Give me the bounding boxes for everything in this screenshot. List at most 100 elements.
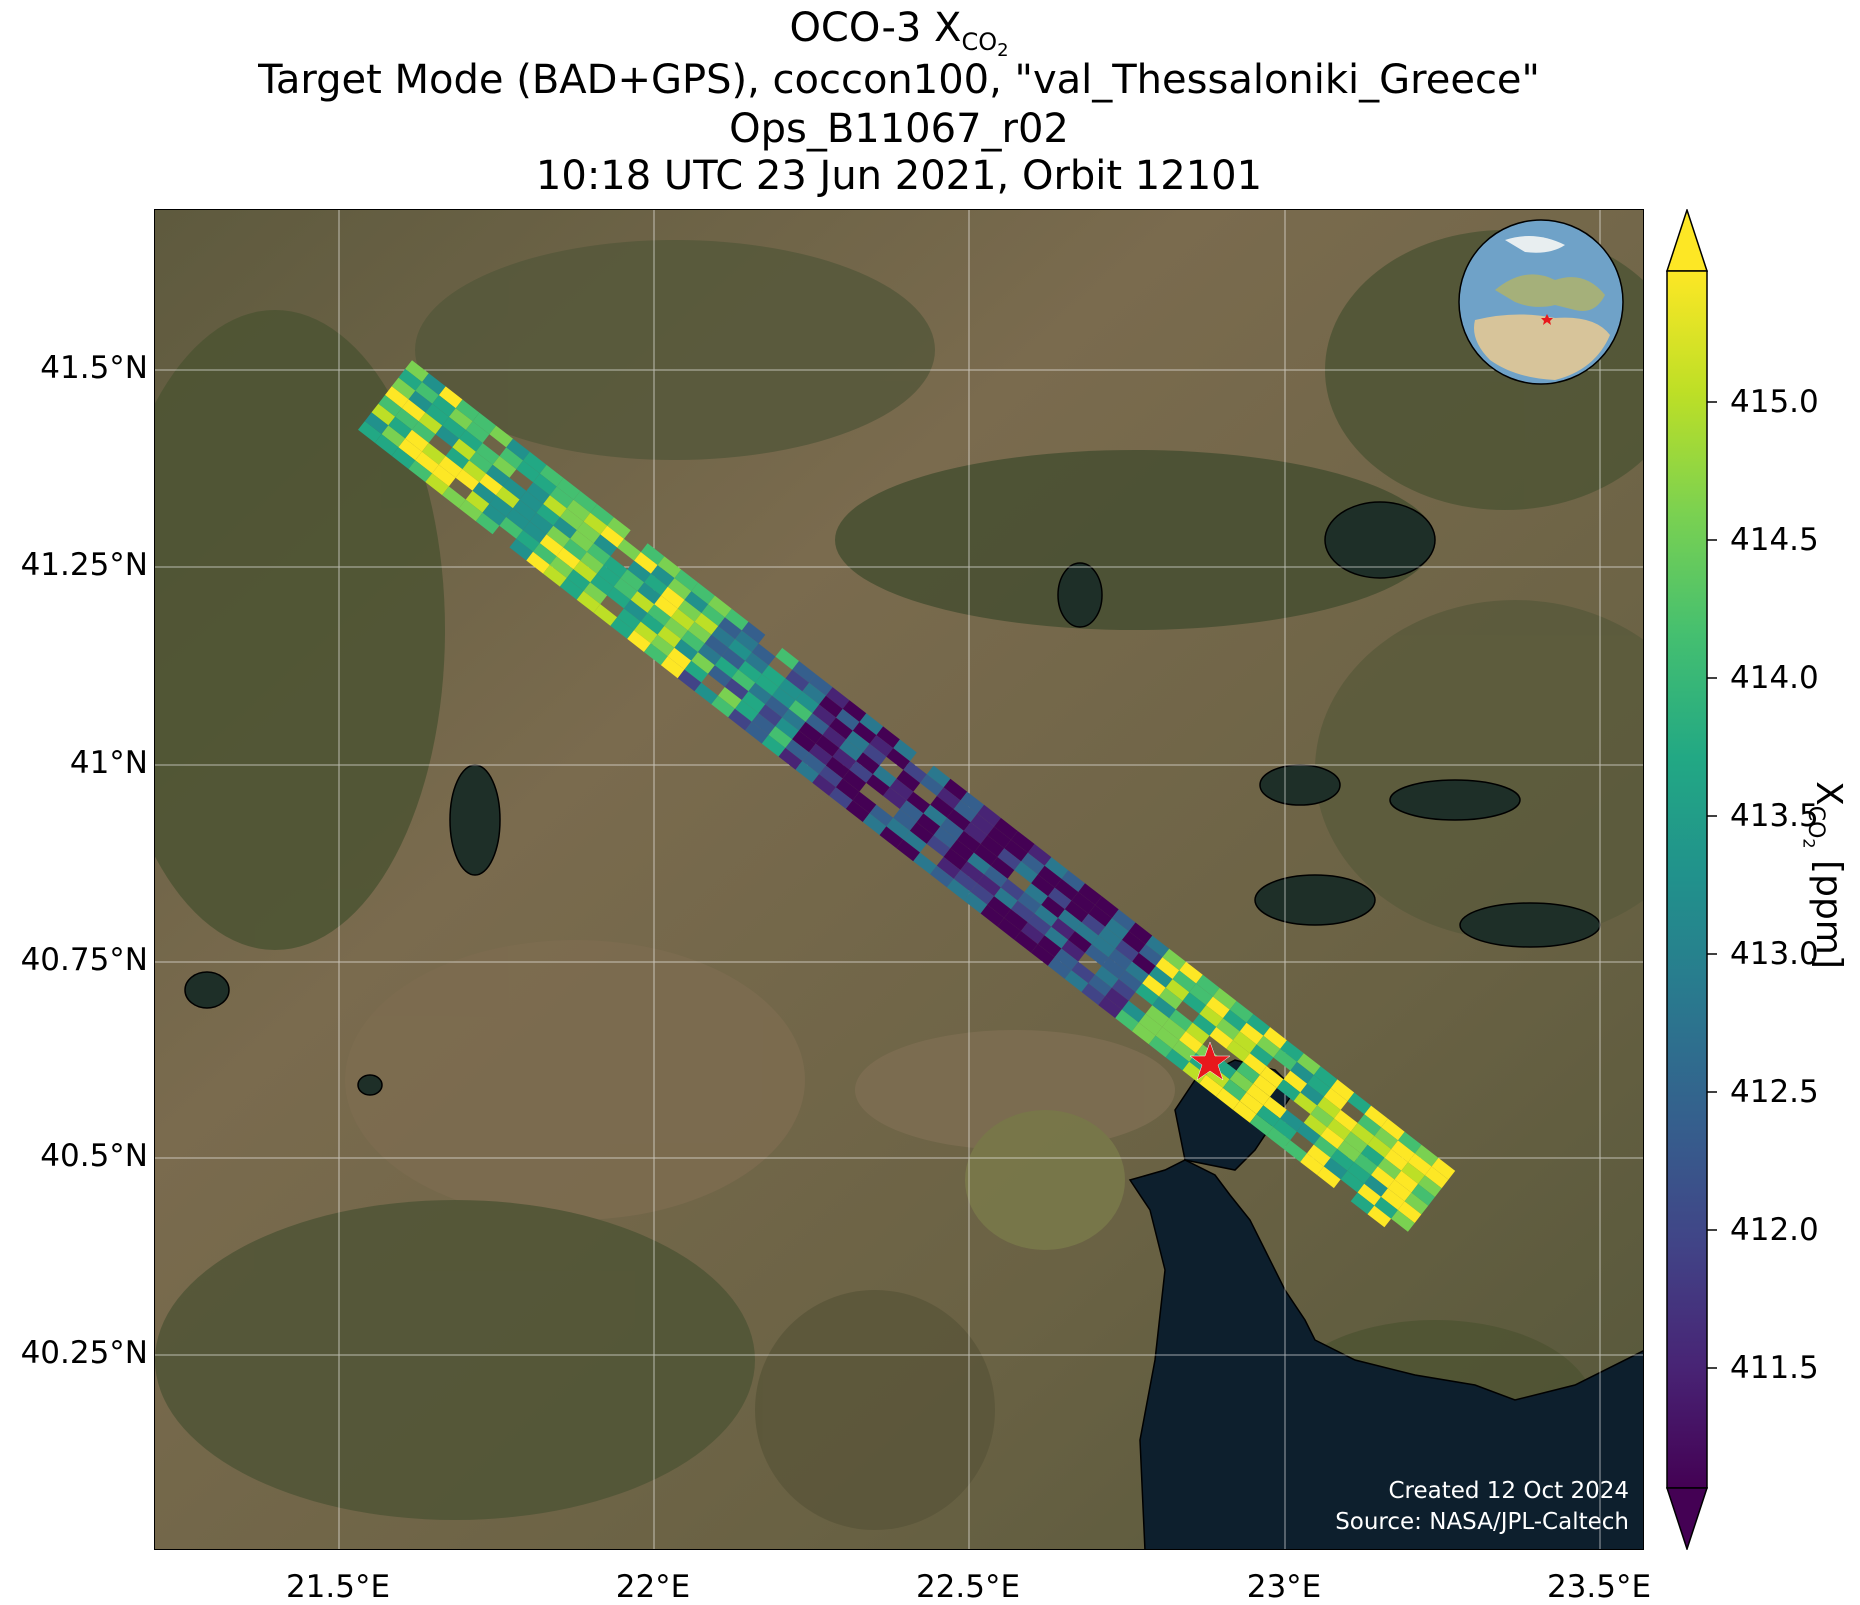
- swath-cell: [1360, 1144, 1385, 1167]
- swath-cell: [1323, 1157, 1348, 1180]
- swath-cell: [738, 660, 762, 683]
- swath-cell: [1381, 1118, 1405, 1141]
- swath-cell: [422, 373, 446, 396]
- swath-cell: [960, 791, 985, 814]
- swath-cell: [580, 551, 604, 574]
- swath-cell: [772, 687, 796, 709]
- swath-cell: [442, 416, 466, 439]
- swath-cell: [566, 499, 591, 522]
- swath-cell: [455, 399, 480, 422]
- swath-cell: [432, 464, 456, 487]
- swath-cell: [1431, 1157, 1456, 1180]
- swath-cell: [462, 460, 486, 483]
- swath-cell: [859, 713, 884, 736]
- swath-cell: [1054, 948, 1079, 971]
- swath-cell: [1031, 944, 1055, 966]
- swath-cell: [452, 438, 476, 461]
- swath-cell: [997, 848, 1022, 871]
- lat-label-41: 41°N: [69, 745, 148, 781]
- swath-cell: [980, 904, 1005, 927]
- swath-cell: [1283, 1070, 1308, 1093]
- swath-cell: [405, 429, 429, 452]
- swath-cell: [724, 608, 749, 631]
- swath-cell: [432, 395, 456, 417]
- swath-cell: [1350, 1122, 1375, 1145]
- swath-cell: [906, 791, 931, 814]
- swath-cell: [1122, 931, 1146, 953]
- swath-cell: [718, 617, 742, 640]
- swath-cell: [1347, 1162, 1371, 1184]
- swath-cell: [455, 469, 480, 491]
- swath-cell: [886, 748, 910, 770]
- swath-cell: [953, 800, 978, 823]
- swath-cell: [442, 486, 466, 509]
- swath-cell: [469, 451, 493, 474]
- swath-cell: [486, 464, 510, 487]
- swath-cell: [411, 421, 436, 443]
- swath-cell: [926, 835, 951, 857]
- swath-cell: [967, 852, 991, 875]
- swath-cell: [1256, 1105, 1281, 1128]
- swath-cell: [1347, 1092, 1372, 1115]
- swath-cell: [1084, 944, 1109, 966]
- swath-cell: [697, 643, 722, 666]
- swath-cell: [694, 682, 719, 705]
- swath-cell: [1391, 1140, 1415, 1163]
- swath-cell: [1138, 1013, 1163, 1036]
- swath-cell: [1017, 891, 1042, 914]
- swath-cell: [1384, 1149, 1408, 1171]
- swath-cell: [1111, 979, 1136, 1001]
- swath-cell: [657, 626, 682, 648]
- swath-cell: [533, 543, 557, 565]
- swath-cell: [516, 460, 540, 483]
- swath-cell: [1357, 1114, 1382, 1136]
- swath-cell: [1021, 922, 1045, 945]
- swath-cell: [408, 390, 433, 413]
- swath-cell: [438, 386, 463, 409]
- swath-cell: [728, 708, 752, 731]
- swath-cell: [576, 521, 601, 544]
- swath-cell: [1074, 922, 1099, 945]
- swath-cell: [519, 490, 544, 513]
- swath-cell: [1128, 922, 1153, 945]
- swath-cell: [728, 639, 752, 661]
- swath-cell: [523, 451, 547, 474]
- map-panel[interactable]: [154, 209, 1644, 1550]
- swath-cell: [1196, 974, 1220, 997]
- swath-cell: [1024, 883, 1048, 905]
- swath-cell: [512, 499, 537, 522]
- swath-cell: [889, 778, 914, 801]
- swath-cell: [909, 822, 934, 844]
- swath-cell: [465, 421, 490, 443]
- swath-cell: [741, 691, 766, 714]
- colorbar-title: XCO2 [ppm]: [1799, 781, 1849, 969]
- swath-cell: [1132, 1022, 1156, 1045]
- swath-cell: [1310, 1105, 1334, 1128]
- swath-cell: [963, 891, 988, 914]
- swath-cell: [819, 695, 843, 718]
- swath-cell: [802, 682, 826, 705]
- swath-cell: [687, 621, 712, 644]
- swath-cell: [539, 534, 564, 557]
- swath-cell: [607, 586, 631, 609]
- swath-cell: [1004, 839, 1028, 862]
- swath-cell: [788, 700, 813, 722]
- swath-cell: [499, 517, 523, 539]
- title-line-4: 10:18 UTC 23 Jun 2021, Orbit 12101: [535, 153, 1263, 199]
- swath-cell: [1014, 861, 1038, 884]
- target-star-marker[interactable]: [1189, 1041, 1231, 1081]
- swath-cell: [1317, 1096, 1341, 1119]
- swath-cell: [751, 713, 776, 735]
- swath-cell: [973, 844, 998, 866]
- colorbar: [1666, 209, 1708, 1550]
- swath-cell: [1290, 1061, 1314, 1084]
- swath-cell: [425, 403, 449, 426]
- swath-cell: [768, 726, 793, 748]
- colorbar-tick-412.5: 412.5: [1730, 1074, 1819, 1110]
- swath-cell: [1021, 852, 1045, 875]
- swath-cell: [617, 608, 641, 631]
- swath-cell: [1330, 1079, 1355, 1102]
- swath-cell: [741, 621, 766, 644]
- swath-cell: [1246, 1083, 1270, 1106]
- swath-cell: [1411, 1183, 1435, 1206]
